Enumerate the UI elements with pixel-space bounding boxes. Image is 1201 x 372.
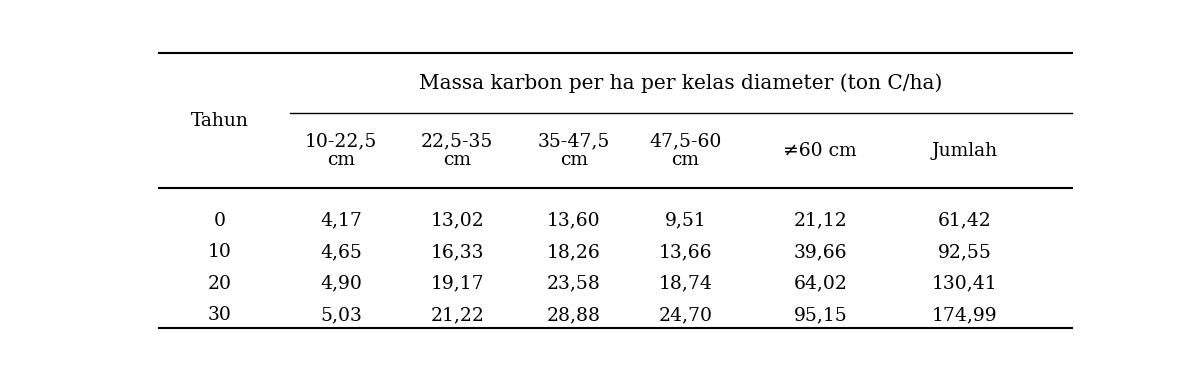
Text: 21,22: 21,22 xyxy=(430,306,484,324)
Text: Tahun: Tahun xyxy=(191,112,249,129)
Text: 21,12: 21,12 xyxy=(794,212,847,230)
Text: Jumlah: Jumlah xyxy=(932,142,998,160)
Text: cm: cm xyxy=(671,151,699,169)
Text: 0: 0 xyxy=(214,212,226,230)
Text: 19,17: 19,17 xyxy=(430,275,484,293)
Text: 20: 20 xyxy=(208,275,232,293)
Text: 4,65: 4,65 xyxy=(319,243,362,261)
Text: 18,26: 18,26 xyxy=(546,243,600,261)
Text: 18,74: 18,74 xyxy=(658,275,712,293)
Text: 92,55: 92,55 xyxy=(938,243,992,261)
Text: cm: cm xyxy=(327,151,355,169)
Text: 61,42: 61,42 xyxy=(938,212,992,230)
Text: 4,90: 4,90 xyxy=(319,275,362,293)
Text: 35-47,5: 35-47,5 xyxy=(537,132,610,150)
Text: cm: cm xyxy=(560,151,587,169)
Text: ≠60 cm: ≠60 cm xyxy=(783,142,858,160)
Text: 39,66: 39,66 xyxy=(794,243,847,261)
Text: 95,15: 95,15 xyxy=(794,306,847,324)
Text: 23,58: 23,58 xyxy=(546,275,600,293)
Text: 13,60: 13,60 xyxy=(546,212,600,230)
Text: 47,5-60: 47,5-60 xyxy=(649,132,722,150)
Text: 28,88: 28,88 xyxy=(546,306,600,324)
Text: Massa karbon per ha per kelas diameter (ton C/ha): Massa karbon per ha per kelas diameter (… xyxy=(419,74,943,93)
Text: 130,41: 130,41 xyxy=(932,275,997,293)
Text: cm: cm xyxy=(443,151,471,169)
Text: 24,70: 24,70 xyxy=(658,306,712,324)
Text: 5,03: 5,03 xyxy=(319,306,362,324)
Text: 30: 30 xyxy=(208,306,232,324)
Text: 174,99: 174,99 xyxy=(932,306,997,324)
Text: 22,5-35: 22,5-35 xyxy=(422,132,494,150)
Text: 10-22,5: 10-22,5 xyxy=(305,132,377,150)
Text: 13,66: 13,66 xyxy=(658,243,712,261)
Text: 9,51: 9,51 xyxy=(664,212,706,230)
Text: 64,02: 64,02 xyxy=(794,275,847,293)
Text: 16,33: 16,33 xyxy=(430,243,484,261)
Text: 13,02: 13,02 xyxy=(430,212,484,230)
Text: 4,17: 4,17 xyxy=(319,212,362,230)
Text: 10: 10 xyxy=(208,243,232,261)
